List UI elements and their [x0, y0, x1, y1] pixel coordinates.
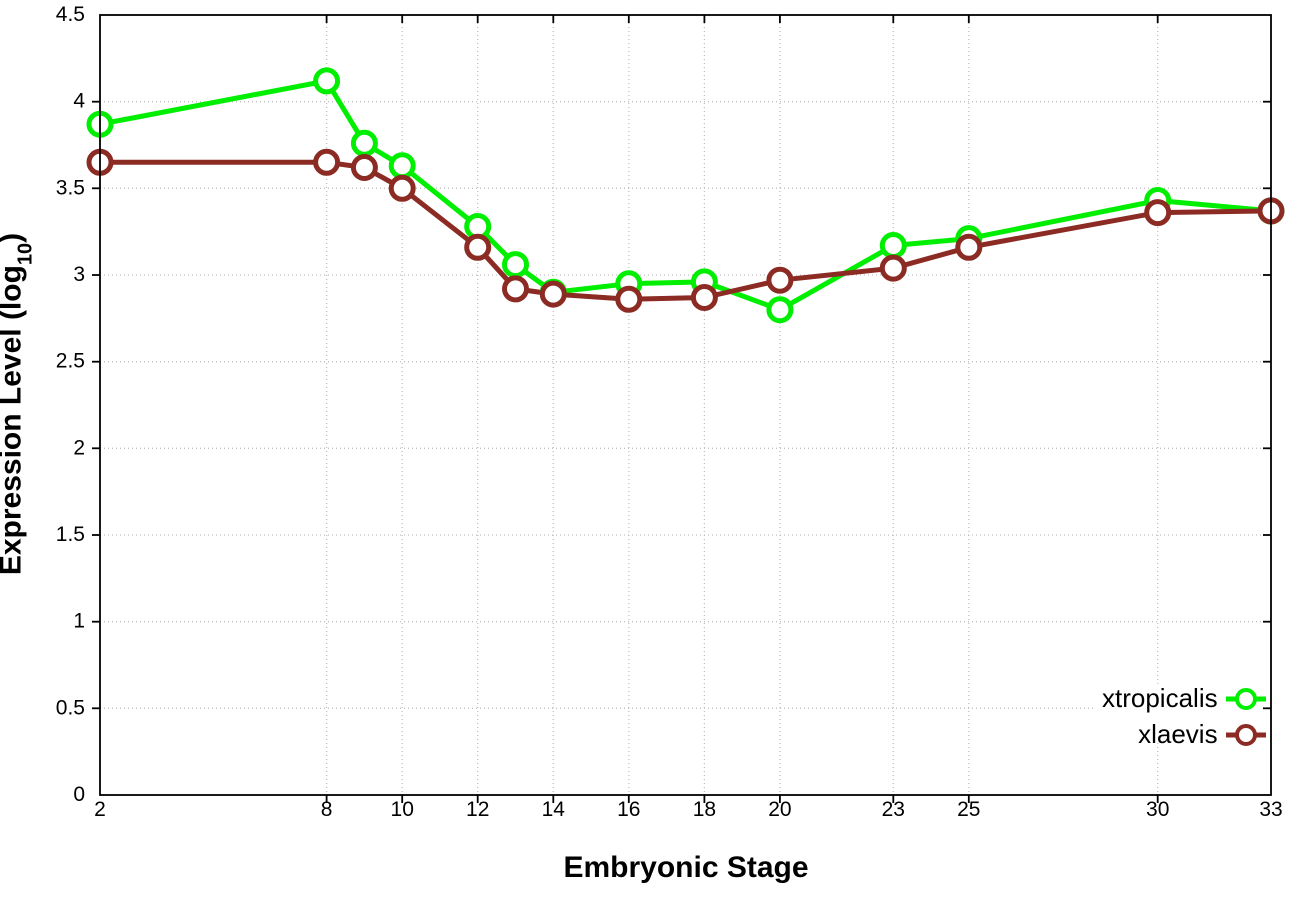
svg-text:33: 33: [1259, 798, 1282, 821]
svg-text:25: 25: [957, 798, 980, 821]
svg-text:20: 20: [768, 798, 791, 821]
svg-text:1.5: 1.5: [56, 523, 85, 546]
svg-text:2.5: 2.5: [56, 350, 85, 373]
svg-text:4.5: 4.5: [56, 3, 85, 26]
svg-text:16: 16: [617, 798, 640, 821]
svg-text:30: 30: [1146, 798, 1169, 821]
svg-text:2: 2: [94, 798, 106, 821]
svg-text:23: 23: [882, 798, 905, 821]
svg-text:1: 1: [73, 610, 85, 633]
svg-text:18: 18: [693, 798, 716, 821]
svg-text:3.5: 3.5: [56, 176, 85, 199]
svg-text:14: 14: [542, 798, 566, 821]
svg-text:0.5: 0.5: [56, 696, 85, 719]
svg-text:3: 3: [73, 263, 85, 286]
svg-text:10: 10: [391, 798, 414, 821]
svg-text:2: 2: [73, 436, 85, 459]
svg-text:12: 12: [466, 798, 489, 821]
svg-text:8: 8: [321, 798, 333, 821]
svg-text:4: 4: [73, 90, 85, 113]
svg-text:0: 0: [73, 783, 85, 806]
